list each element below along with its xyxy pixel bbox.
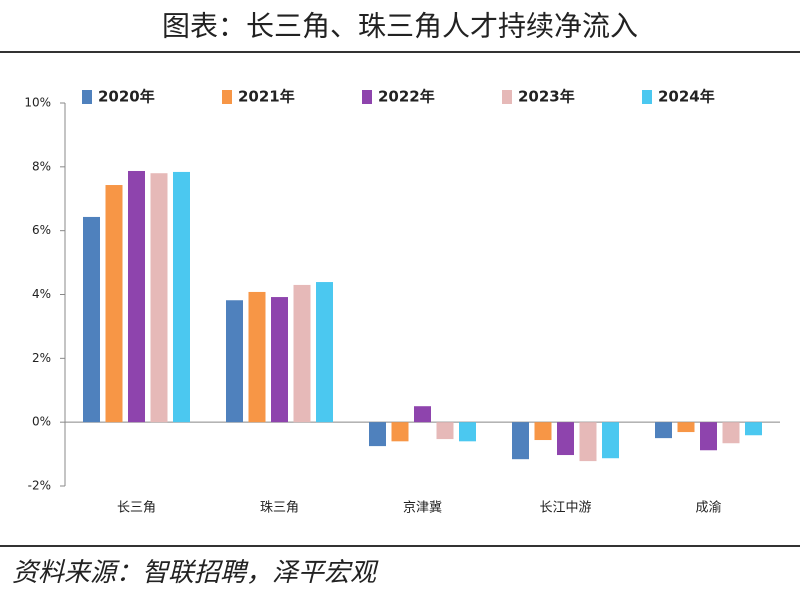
y-tick-label: 2%	[32, 351, 51, 365]
legend-label: 2024年	[658, 88, 715, 106]
bar	[655, 422, 672, 439]
legend-swatch	[502, 90, 512, 104]
y-tick-label: 8%	[32, 159, 51, 173]
bar	[512, 422, 529, 460]
bar	[316, 282, 333, 423]
legend-label: 2022年	[378, 88, 435, 106]
bar	[369, 422, 386, 447]
y-tick-label: 6%	[32, 223, 51, 237]
legend-label: 2021年	[238, 88, 295, 106]
bar	[83, 216, 100, 423]
bar	[128, 170, 145, 423]
chart-title: 图表：长三角、珠三角人才持续净流入	[162, 10, 638, 43]
bar	[602, 422, 619, 459]
bar	[173, 171, 190, 423]
bar	[700, 422, 717, 451]
bar	[414, 406, 431, 423]
y-tick-label: 10%	[24, 96, 51, 110]
bar	[150, 173, 168, 423]
bar	[677, 422, 695, 433]
legend-label: 2020年	[98, 88, 155, 106]
x-tick-label: 京津冀	[403, 500, 442, 516]
legend-swatch	[222, 90, 232, 104]
y-tick-label: 0%	[32, 415, 51, 429]
bar	[293, 284, 311, 423]
bar	[248, 291, 266, 423]
y-tick-label: 4%	[32, 287, 51, 301]
bar	[226, 300, 243, 423]
y-tick-label: -2%	[28, 479, 51, 493]
bar	[459, 422, 476, 442]
legend-swatch	[362, 90, 372, 104]
source-note: 资料来源：智联招聘，泽平宏观	[12, 558, 379, 588]
legend-label: 2023年	[518, 88, 575, 106]
legend-swatch	[82, 90, 92, 104]
bar	[722, 422, 740, 444]
bar	[436, 422, 454, 440]
x-tick-label: 珠三角	[260, 501, 299, 516]
bar	[745, 422, 762, 436]
x-tick-label: 长江中游	[539, 501, 591, 516]
bar	[105, 185, 123, 423]
bar	[557, 422, 574, 456]
bar	[534, 422, 552, 441]
bar	[271, 297, 288, 423]
x-tick-label: 成渝	[695, 500, 721, 516]
bar	[391, 422, 409, 442]
legend-swatch	[642, 90, 652, 104]
bar	[579, 422, 597, 462]
x-tick-label: 长三角	[117, 501, 156, 516]
